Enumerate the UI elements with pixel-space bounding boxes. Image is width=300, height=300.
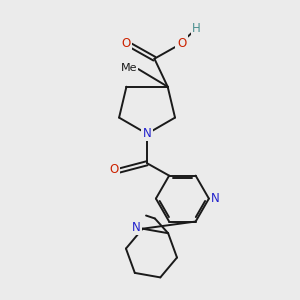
Text: O: O	[109, 163, 119, 176]
Text: H: H	[192, 22, 201, 35]
Text: N: N	[211, 192, 220, 205]
Text: Me: Me	[121, 63, 137, 73]
Text: O: O	[177, 37, 186, 50]
Text: N: N	[132, 221, 140, 234]
Text: O: O	[122, 37, 131, 50]
Text: N: N	[143, 127, 152, 140]
